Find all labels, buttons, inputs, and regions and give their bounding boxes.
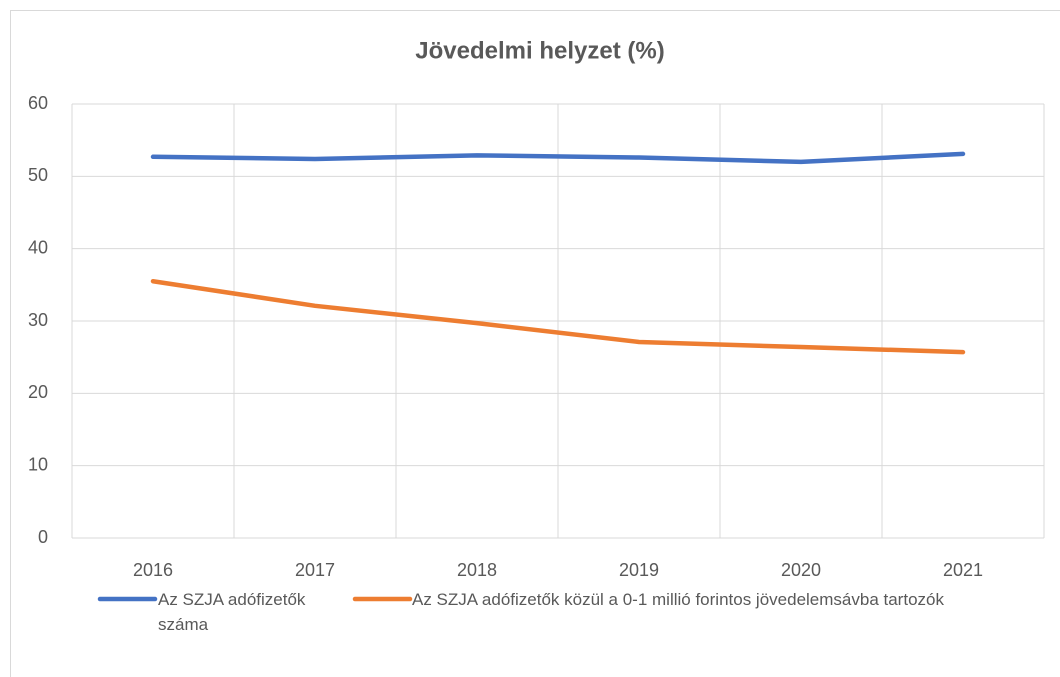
x-tick-label: 2020 — [781, 560, 821, 580]
legend-label: Az SZJA adófizetők közül a 0-1 millió fo… — [412, 590, 944, 609]
y-tick-label: 40 — [28, 237, 48, 257]
x-tick-label: 2019 — [619, 560, 659, 580]
legend-label: Az SZJA adófizetők száma — [158, 590, 306, 634]
x-tick-label: 2016 — [133, 560, 173, 580]
series-line — [150, 151, 966, 165]
chart-title: Jövedelmi helyzet (%) — [415, 37, 664, 64]
y-tick-label: 20 — [28, 382, 48, 402]
y-tick-label: 30 — [28, 310, 48, 330]
y-tick-label: 50 — [28, 165, 48, 185]
series-line — [150, 278, 966, 355]
y-tick-label: 10 — [28, 454, 48, 474]
y-tick-label: 0 — [38, 527, 48, 547]
x-tick-label: 2021 — [943, 560, 983, 580]
x-tick-label: 2018 — [457, 560, 497, 580]
x-tick-label: 2017 — [295, 560, 335, 580]
chart-frame — [10, 10, 1060, 677]
y-tick-label: 60 — [28, 93, 48, 113]
